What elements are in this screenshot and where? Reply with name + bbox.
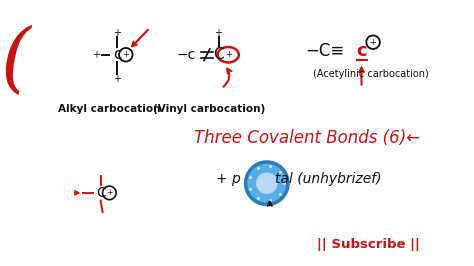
Text: + p: + p xyxy=(216,172,240,186)
Text: Three Covalent Bonds (6)←: Three Covalent Bonds (6)← xyxy=(194,129,420,147)
Text: tal (unhybrizef): tal (unhybrizef) xyxy=(275,172,382,186)
Text: (Acetylinic carbocation): (Acetylinic carbocation) xyxy=(313,69,429,79)
Text: −C≡: −C≡ xyxy=(305,42,345,60)
Text: −c: −c xyxy=(176,48,195,62)
Text: C: C xyxy=(96,186,106,200)
Text: +: + xyxy=(225,50,232,59)
Text: +: + xyxy=(92,50,100,60)
Text: +: + xyxy=(113,28,121,39)
Text: +: + xyxy=(215,28,222,39)
Circle shape xyxy=(246,162,288,205)
Text: c: c xyxy=(113,47,121,62)
Text: Alkyl carbocation: Alkyl carbocation xyxy=(58,104,161,114)
Text: C: C xyxy=(213,47,224,62)
Text: +: + xyxy=(106,188,112,197)
Text: c: c xyxy=(356,42,367,60)
Text: (: ( xyxy=(1,26,30,99)
Circle shape xyxy=(255,172,278,195)
Text: +: + xyxy=(113,74,121,84)
Text: || Subscribe ||: || Subscribe || xyxy=(317,238,419,251)
Text: +: + xyxy=(122,50,129,59)
Text: (Vinyl carbocation): (Vinyl carbocation) xyxy=(153,104,265,114)
Text: +: + xyxy=(370,38,376,47)
